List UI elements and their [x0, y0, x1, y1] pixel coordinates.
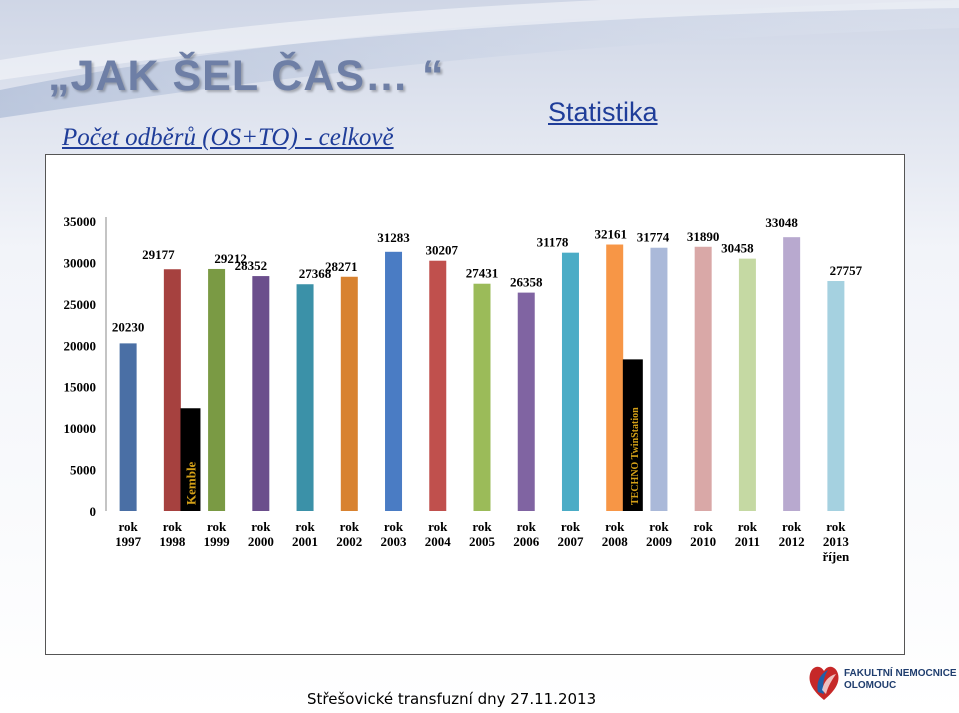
bar [385, 251, 403, 511]
bar [561, 252, 579, 511]
data-label: 31774 [637, 230, 670, 245]
x-tick-label: 2013 [823, 534, 850, 549]
bar [208, 268, 226, 511]
bar [606, 244, 624, 511]
bar [429, 260, 447, 511]
data-label: 29177 [142, 247, 175, 262]
x-tick-label: 2007 [557, 534, 584, 549]
data-label: 30458 [721, 241, 754, 256]
bar [473, 283, 491, 511]
x-tick-label: 2001 [292, 534, 318, 549]
x-tick-label: rok [295, 519, 315, 534]
data-label: 29212 [214, 251, 247, 266]
footer-text: Střešovické transfuzní dny 27.11.2013 [307, 690, 597, 708]
bar [827, 281, 845, 511]
data-label: 31178 [537, 235, 569, 250]
heart-logo-icon [809, 666, 839, 700]
bar [650, 247, 668, 511]
x-tick-label: rok [428, 519, 448, 534]
y-tick-label: 35000 [64, 214, 97, 229]
bar [783, 237, 801, 511]
data-label: 27368 [299, 266, 332, 281]
data-label: 27757 [830, 263, 863, 278]
slide-subtitle: Počet odběrů (OS+TO) - celkově [62, 124, 394, 151]
data-label: 32161 [594, 227, 627, 242]
data-label: 31890 [687, 229, 720, 244]
x-tick-label: rok [118, 519, 138, 534]
x-tick-label: 2002 [336, 534, 362, 549]
logo-line-1: FAKULTNÍ NEMOCNICE [844, 668, 957, 679]
annotation-bar [622, 359, 643, 511]
bar [517, 292, 535, 511]
x-tick-label: rok [251, 519, 271, 534]
bar [119, 343, 137, 511]
bar [163, 269, 181, 511]
data-label: 26358 [510, 275, 543, 290]
annotation-label: Kemble [183, 461, 198, 505]
x-tick-label: 2006 [513, 534, 540, 549]
y-tick-label: 20000 [64, 338, 97, 353]
x-tick-label: 1997 [115, 534, 142, 549]
annotation-label: TECHNO TwinStation [630, 407, 641, 505]
x-tick-label: 2012 [779, 534, 805, 549]
y-tick-label: 25000 [64, 297, 97, 312]
bar [694, 246, 712, 512]
data-label: 33048 [765, 215, 798, 230]
y-tick-label: 0 [90, 504, 97, 519]
x-tick-label: 1999 [204, 534, 231, 549]
x-tick-label: 2005 [469, 534, 496, 549]
annotation-bar [180, 408, 201, 511]
x-tick-label: rok [649, 519, 669, 534]
x-tick-label: rok [738, 519, 758, 534]
x-tick-label: rok [826, 519, 846, 534]
bar [296, 284, 314, 511]
x-tick-label: 2009 [646, 534, 673, 549]
x-tick-label: 2008 [602, 534, 629, 549]
data-label: 28352 [235, 258, 268, 273]
x-tick-label: rok [605, 519, 625, 534]
bar-chart: 0 5000 10000 15000 20000 25000 30000 35000 20230… [64, 214, 863, 564]
data-label: 28271 [325, 259, 358, 274]
x-tick-label: 2003 [381, 534, 408, 549]
x-tick-label: rok [207, 519, 227, 534]
x-tick-label: rok [782, 519, 802, 534]
slide-title: „JAK ŠEL ČAS… “ [48, 52, 445, 100]
x-tick-label: rok [384, 519, 404, 534]
x-tick-label: rok [163, 519, 183, 534]
x-tick-label: rok [517, 519, 537, 534]
x-tick-label: rok [561, 519, 581, 534]
chart-frame: 0 5000 10000 15000 20000 25000 30000 35000 20230… [45, 154, 905, 655]
x-tick-label: 2011 [735, 534, 760, 549]
bar [340, 276, 358, 511]
bar [738, 258, 756, 511]
y-tick-label: 10000 [64, 421, 97, 436]
x-tick-label: 2004 [425, 534, 452, 549]
logo-line-2: OLOMOUC [844, 680, 897, 691]
x-tick-label: rok [694, 519, 714, 534]
x-tick-label: rok [472, 519, 492, 534]
data-label: 31283 [377, 230, 410, 245]
hospital-logo: FAKULTNÍ NEMOCNICE OLOMOUC [806, 660, 957, 704]
data-label: 20230 [112, 319, 145, 334]
x-tick-label: rok [340, 519, 360, 534]
bar [252, 276, 270, 511]
x-tick-label: 2010 [690, 534, 716, 549]
y-tick-label: 15000 [64, 380, 97, 395]
y-tick-label: 30000 [64, 255, 97, 270]
x-tick-label: 2000 [248, 534, 274, 549]
y-tick-label: 5000 [70, 463, 96, 478]
x-tick-label: říjen [823, 549, 850, 564]
data-label: 30207 [426, 243, 459, 258]
data-label: 27431 [466, 266, 499, 281]
x-tick-label: 1998 [159, 534, 186, 549]
section-label: Statistika [548, 97, 658, 127]
